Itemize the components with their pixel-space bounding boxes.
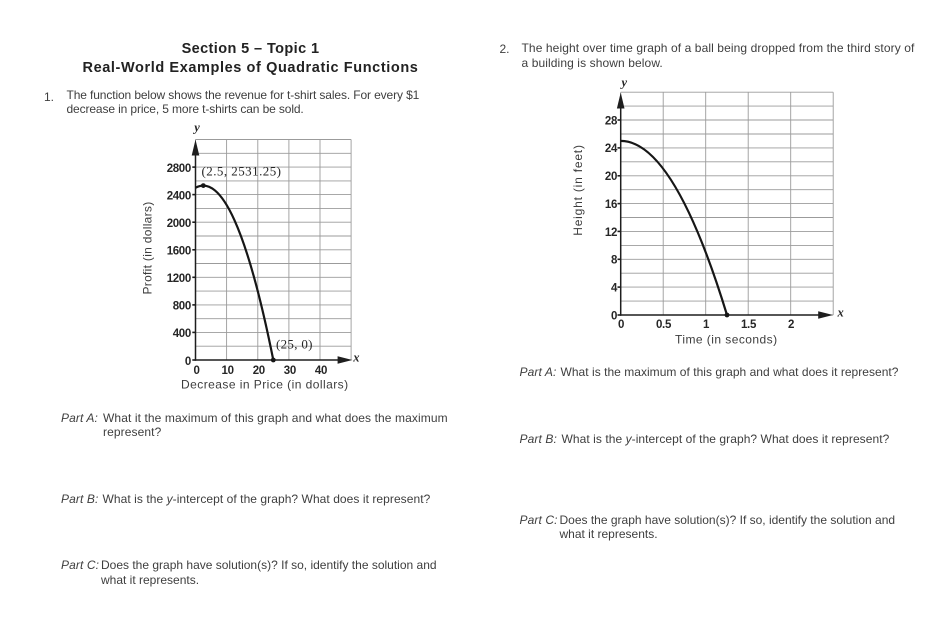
svg-text:Time (in seconds): Time (in seconds) bbox=[675, 332, 778, 346]
svg-text:20: 20 bbox=[253, 365, 265, 377]
svg-text:2400: 2400 bbox=[167, 190, 191, 202]
svg-text:x: x bbox=[837, 306, 844, 320]
svg-text:(25, 0): (25, 0) bbox=[276, 336, 313, 351]
svg-text:2800: 2800 bbox=[167, 163, 191, 175]
svg-text:400: 400 bbox=[173, 328, 191, 340]
svg-text:1: 1 bbox=[703, 319, 710, 331]
svg-text:2000: 2000 bbox=[167, 218, 191, 230]
svg-text:x: x bbox=[352, 351, 359, 365]
svg-text:20: 20 bbox=[605, 171, 617, 183]
svg-text:Decrease in Price (in dollars): Decrease in Price (in dollars) bbox=[181, 377, 349, 391]
svg-text:24: 24 bbox=[605, 143, 618, 155]
svg-text:0: 0 bbox=[193, 365, 199, 377]
svg-text:0: 0 bbox=[618, 319, 624, 331]
svg-text:30: 30 bbox=[284, 365, 296, 377]
svg-text:28: 28 bbox=[605, 115, 618, 127]
svg-text:0: 0 bbox=[611, 310, 617, 322]
svg-text:8: 8 bbox=[611, 255, 618, 267]
svg-text:1200: 1200 bbox=[167, 273, 191, 285]
svg-text:y: y bbox=[620, 76, 628, 90]
svg-text:Height (in feet): Height (in feet) bbox=[571, 144, 585, 236]
svg-text:10: 10 bbox=[221, 365, 233, 377]
svg-text:0: 0 bbox=[185, 356, 191, 368]
svg-text:y: y bbox=[192, 121, 200, 135]
svg-text:800: 800 bbox=[173, 301, 191, 313]
svg-text:16: 16 bbox=[605, 199, 617, 211]
svg-text:1600: 1600 bbox=[167, 246, 191, 258]
svg-text:4: 4 bbox=[611, 282, 618, 294]
svg-text:Profit (in dollars): Profit (in dollars) bbox=[141, 201, 155, 294]
svg-text:12: 12 bbox=[605, 227, 617, 239]
svg-text:(2.5, 2531.25): (2.5, 2531.25) bbox=[202, 163, 282, 178]
svg-text:40: 40 bbox=[315, 365, 327, 377]
svg-text:0.5: 0.5 bbox=[656, 319, 672, 331]
svg-text:1.5: 1.5 bbox=[741, 319, 757, 331]
svg-text:2: 2 bbox=[788, 319, 794, 331]
